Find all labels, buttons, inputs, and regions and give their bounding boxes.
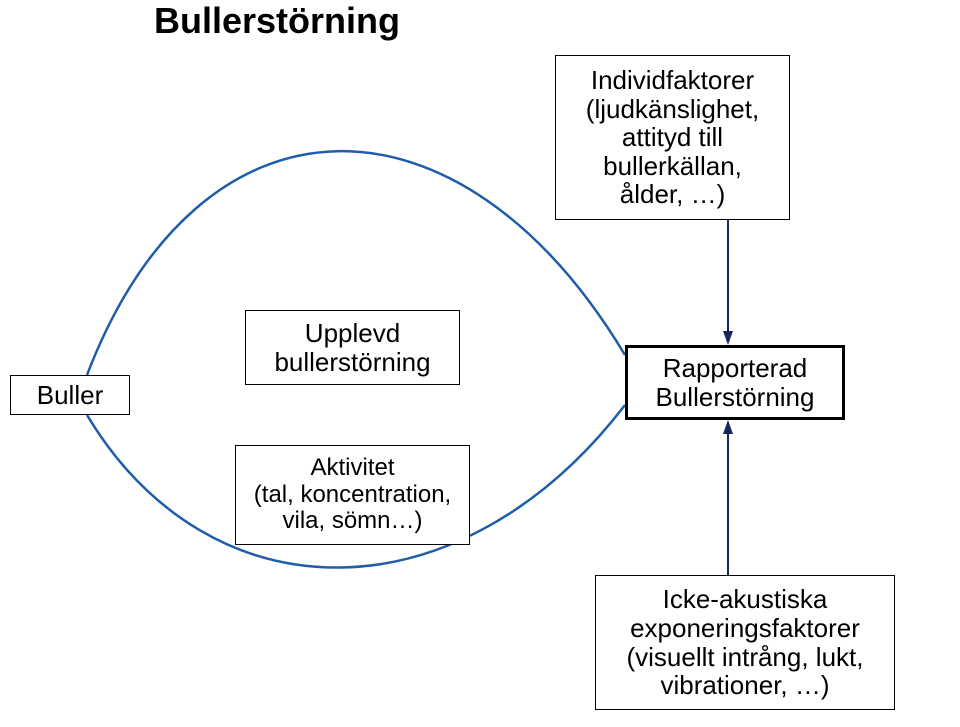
node-text-line: bullerstörning [274, 348, 430, 377]
node-text-line: (visuellt intrång, lukt, [627, 643, 864, 672]
node-text-line: Rapporterad [663, 354, 808, 383]
node-text-line: bullerkällan, [603, 152, 742, 181]
diagram-title: Bullerstörning [154, 0, 400, 42]
node-text-line: Upplevd [305, 319, 400, 348]
node-text-line: (ljudkänslighet, [586, 95, 759, 124]
node-rapporterad: RapporteradBullerstörning [625, 345, 845, 420]
node-text-line: Buller [37, 381, 103, 410]
node-text-line: vibrationer, …) [660, 671, 829, 700]
node-individfaktorer: Individfaktorer(ljudkänslighet,attityd t… [555, 55, 790, 220]
node-text-line: Icke-akustiska [663, 585, 828, 614]
node-text-line: exponeringsfaktorer [630, 614, 860, 643]
node-buller: Buller [10, 375, 130, 415]
node-text-line: Bullerstörning [656, 383, 815, 412]
node-text-line: Aktivitet [310, 455, 394, 481]
icke-to-rapporterad [723, 420, 733, 575]
node-text-line: ålder, …) [620, 180, 726, 209]
node-upplevd: Upplevdbullerstörning [245, 310, 460, 385]
node-icke-akustiska: Icke-akustiskaexponeringsfaktorer(visuel… [595, 575, 895, 710]
node-text-line: vila, sömn…) [282, 508, 422, 534]
node-text-line: Individfaktorer [591, 66, 754, 95]
node-text-line: attityd till [622, 123, 723, 152]
diagram-stage: Bullerstörning Individfaktorer(ljudkänsl… [0, 0, 960, 727]
node-aktivitet: Aktivitet(tal, koncentration,vila, sömn…… [235, 445, 470, 545]
individ-to-rapporterad [723, 220, 733, 345]
node-text-line: (tal, koncentration, [254, 482, 451, 508]
